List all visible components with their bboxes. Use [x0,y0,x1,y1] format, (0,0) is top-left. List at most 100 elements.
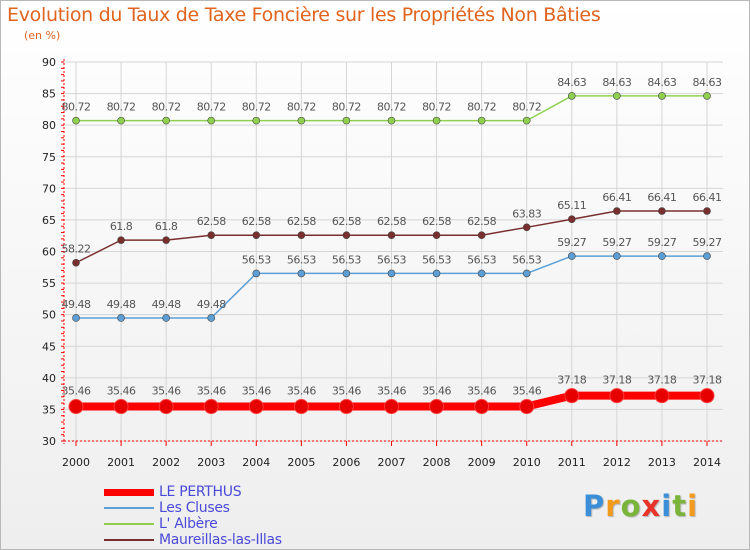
data-point [703,252,711,260]
data-point [252,116,261,125]
data-label: 66.41 [602,191,631,204]
data-point [519,399,535,415]
y-tick-label: 45 [42,340,56,353]
data-label: 61.8 [110,220,133,233]
data-point [72,116,80,125]
data-label: 62.58 [287,215,316,228]
y-tick-label: 40 [42,372,56,385]
data-point [162,314,170,322]
x-tick-label: 2006 [332,456,360,469]
data-label: 80.72 [242,101,271,114]
y-tick-label: 65 [42,214,56,227]
legend-label: L' Albère [159,516,218,532]
legend-swatch-maureillas [104,539,154,541]
data-label: 35.46 [467,385,496,398]
data-label: 58.22 [62,243,91,256]
y-tick-label: 35 [42,403,56,416]
data-label: 35.46 [332,385,361,398]
data-label: 56.53 [332,253,361,266]
data-point [567,252,576,260]
data-point [387,116,396,125]
data-point [522,223,531,232]
data-label: 80.72 [377,101,406,114]
data-point [567,92,576,100]
data-label: 56.53 [377,253,406,266]
data-label: 49.48 [62,298,91,311]
data-label: 80.72 [62,101,91,114]
data-label: 56.53 [422,253,451,266]
data-point [703,207,711,215]
data-label: 59.27 [693,236,722,249]
data-point [474,399,490,415]
logo-letter: r [605,489,621,523]
data-point [387,231,396,240]
data-point [117,236,125,244]
data-label: 62.58 [422,215,451,228]
logo-letter: x [641,489,662,523]
data-label: 49.48 [197,298,226,311]
data-point [384,399,399,415]
data-point [117,314,125,322]
data-point [207,116,216,125]
data-point [72,258,80,267]
x-tick-label: 2004 [242,456,270,469]
data-label: 84.63 [693,76,722,89]
data-point [477,116,486,125]
data-point [113,399,129,415]
data-label: 56.53 [287,253,316,266]
data-label: 56.53 [242,253,271,266]
data-label: 80.72 [287,101,316,114]
legend-swatch-l-albere [104,523,154,525]
data-point [567,215,576,224]
data-label: 84.63 [647,76,676,89]
data-label: 35.46 [287,385,316,398]
data-label: 35.46 [242,385,271,398]
x-tick-label: 2002 [152,456,180,469]
legend-swatch-le-perthus [104,489,154,496]
data-label: 80.72 [152,101,181,114]
data-label: 35.46 [152,385,181,398]
data-label: 37.18 [557,374,586,387]
data-labels: 35.46 35.46 35.46 35.46 35.46 35.46 35.46 35.46… [62,76,723,398]
data-point [72,314,80,322]
data-point [252,231,261,240]
x-tick-label: 2013 [648,456,676,469]
axes: 30 35 40 45 50 55 60 65 70 75 80 85 90 2000 2001 2002 20… [42,56,723,469]
x-tick-label: 2000 [62,456,90,469]
data-label: 59.27 [647,236,676,249]
data-label: 62.58 [467,215,496,228]
x-tick-label: 2012 [603,456,631,469]
data-point [162,116,170,125]
data-point [342,116,351,125]
data-point [432,231,441,240]
data-point [207,314,216,322]
data-point [297,269,306,278]
legend-label: LE PERTHUS [159,484,242,500]
data-label: 62.58 [197,215,226,228]
data-label: 49.48 [107,298,136,311]
data-point [297,116,306,125]
data-point [522,116,531,125]
data-label: 61.8 [155,220,178,233]
data-point [342,231,351,240]
data-label: 84.63 [602,76,631,89]
data-label: 80.72 [422,101,451,114]
data-point [338,399,354,415]
series-lines [68,92,715,415]
y-tick-label: 50 [42,309,56,322]
logo-letter: o [620,489,642,523]
data-label: 56.53 [512,253,541,266]
x-tick-label: 2003 [197,456,225,469]
data-point [658,207,666,215]
data-label: 37.18 [602,374,631,387]
data-point [429,399,445,415]
data-point [654,388,670,404]
data-point [477,231,486,240]
data-label: 80.72 [467,101,496,114]
logo-letter: i [687,489,699,523]
data-label: 35.46 [107,385,136,398]
data-point [613,252,621,260]
logo-letter: t [672,489,688,523]
